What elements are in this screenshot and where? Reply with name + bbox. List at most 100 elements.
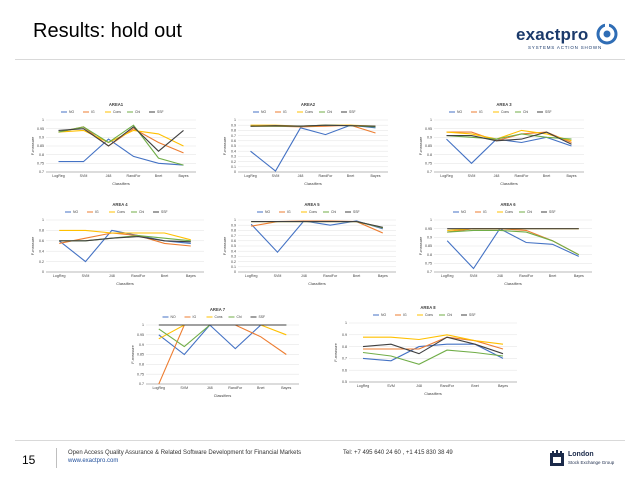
legend-entry: Cons [425,313,433,317]
y-tick-label: 0.1 [231,265,236,269]
legend-entry: NO [261,110,266,114]
footer-divider [15,440,625,441]
x-tick-label: J48 [497,274,503,278]
y-tick-label: 1 [345,321,347,325]
series-line-ig [59,232,191,247]
x-tick-label: Bnet [347,174,354,178]
legend-entry: Chi [237,315,242,319]
y-tick-label: 1 [234,118,236,122]
x-tick-label: J48 [106,174,112,178]
lse-crest-icon [550,450,564,466]
y-tick-label: 0.8 [427,153,432,157]
series-line-no [446,227,580,270]
x-tick-label: RandFor [440,384,455,388]
slide-title: Results: hold out [33,20,182,42]
chart-title: AREA 4 [112,202,128,207]
legend-entry: IG [403,313,407,317]
legend-entry: Cons [117,210,125,214]
x-axis-label: Classifiers [304,182,322,186]
y-tick-label: 1 [430,218,432,222]
y-tick-label: 1 [234,218,236,222]
y-tick-label: 0.4 [39,249,44,253]
series-line-cons [363,334,504,345]
legend-entry: SSF [545,110,552,114]
y-tick-label: 0.95 [137,333,144,337]
y-tick-label: 0.8 [39,229,44,233]
x-tick-label: RandFor [323,274,338,278]
y-axis-label: F-measure [419,237,423,255]
x-tick-label: SVM [80,174,88,178]
x-axis-label: Classifiers [308,282,326,286]
y-tick-label: 0.95 [425,127,432,131]
x-tick-label: J48 [494,174,500,178]
logo-wordmark: exactpro [516,25,589,44]
y-axis-label: F-measure [223,137,227,155]
y-tick-label: 0.9 [427,136,432,140]
y-tick-label: 0.85 [37,144,44,148]
x-tick-label: SVM [470,274,478,278]
legend-entry: Chi [331,210,336,214]
x-tick-label: LogReg [357,384,370,388]
y-tick-label: 0.4 [231,249,236,253]
chart-area1: AREA1 NO IG Cons Chi SSF 0.7 0.75 0.8 0.85 0.9 0.95… [30,100,202,188]
legend-entry: SSF [549,210,556,214]
y-tick-label: 0 [234,170,236,174]
footer-separator [56,448,57,468]
x-tick-label: SVM [272,174,280,178]
x-tick-label: LogReg [441,274,454,278]
y-tick-label: 0.6 [342,368,347,372]
series-line-ig [447,228,580,256]
chart-title: AREA 7 [210,307,226,312]
y-tick-label: 1 [42,118,44,122]
x-axis-label: Classifiers [112,182,130,186]
legend-entry: NO [461,210,466,214]
x-tick-label: RandFor [228,386,243,390]
y-tick-label: 0.75 [425,262,432,266]
legend-entry: NO [381,313,386,317]
x-tick-label: SVM [180,386,188,390]
y-tick-label: 0.9 [342,333,347,337]
series-line-cons [446,129,572,142]
y-tick-label: 0.7 [427,170,432,174]
y-tick-label: 0.85 [425,144,432,148]
footer-link[interactable]: www.exactpro.com [68,458,119,464]
y-tick-label: 0.75 [137,372,144,376]
x-tick-label: Bayes [186,274,196,278]
x-tick-label: J48 [298,174,304,178]
y-tick-label: 0.8 [139,363,144,367]
series-line-chi [446,133,572,140]
legend-entry: Cons [215,315,223,319]
chart-area6: AREA 6 NO IG Cons Chi SSF 0.7 0.75 0.8 0.85 0.9 0.9… [418,200,598,288]
y-tick-label: 0.8 [427,253,432,257]
y-axis-label: F-measure [419,137,423,155]
y-tick-label: 1 [42,218,44,222]
x-tick-label: RandFor [515,174,530,178]
legend-entry: SSF [161,210,168,214]
legend-entry: Cons [501,110,509,114]
legend-entry: IG [479,110,483,114]
legend-entry: IG [483,210,487,214]
y-tick-label: 0.8 [231,129,236,133]
series-line-no [250,124,376,172]
x-tick-label: Bnet [155,174,162,178]
lse-logo: London Stock Exchange Group [548,450,618,470]
y-tick-label: 0.9 [231,123,236,127]
y-tick-label: 0.6 [39,239,44,243]
legend-entry: IG [283,110,287,114]
x-axis-label: Classifiers [500,182,518,186]
chart-area4: AREA 4 NO IG Cons Chi SSF 0 0.2 0.4 0.6 0.8 1 LogReg… [30,200,210,288]
legend-entry: IG [91,110,95,114]
legend-entry: Cons [305,110,313,114]
x-tick-label: Bnet [353,274,360,278]
legend-entry: SSF [469,313,476,317]
y-tick-label: 0.5 [342,380,347,384]
x-tick-label: Bnet [471,384,478,388]
x-tick-label: LogReg [245,274,258,278]
y-tick-label: 0.95 [425,227,432,231]
series-line-chi [447,229,580,256]
chart-area8: AREA 8 NO IG Cons Chi SSF 0.5 0.6 0.7 0.8 0.9 1 LogR… [333,303,523,398]
y-tick-label: 0.8 [342,345,347,349]
page-number: 15 [22,453,36,467]
legend-entry: NO [73,210,78,214]
series-line-no [446,136,572,165]
